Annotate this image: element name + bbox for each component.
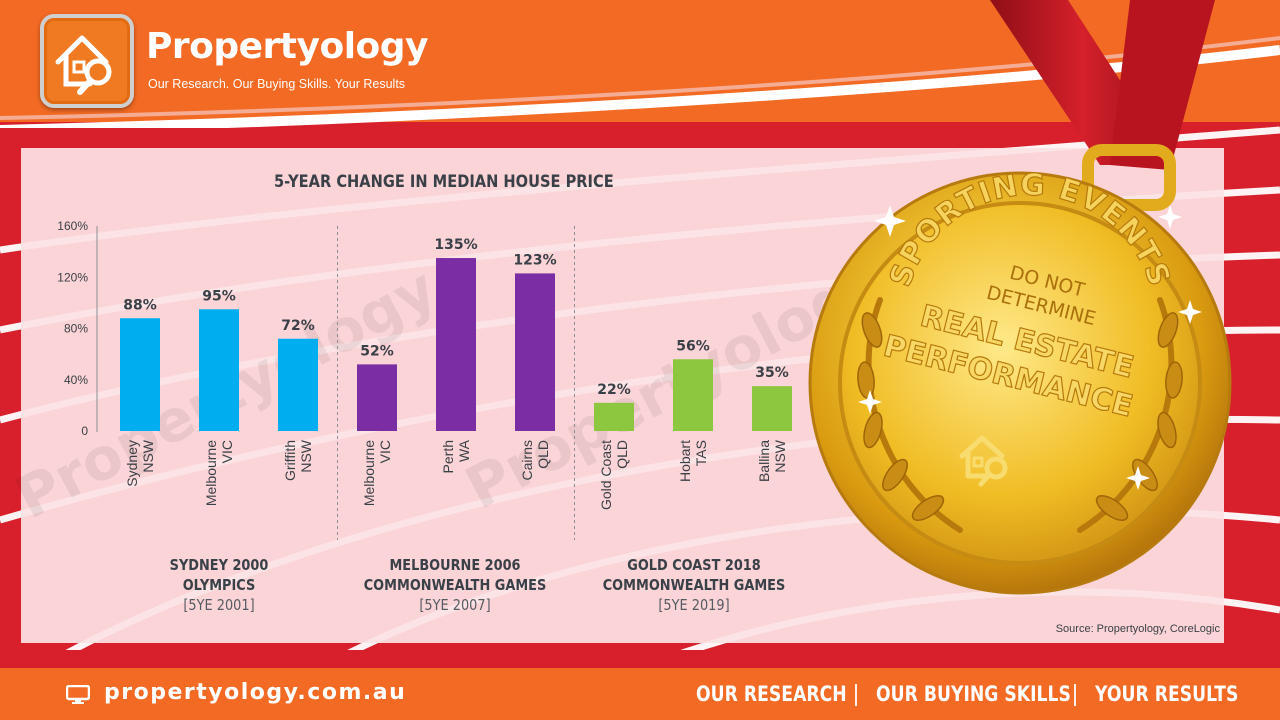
event-name-line2: COMMONWEALTH GAMES xyxy=(602,576,786,594)
brand-name: Propertyology xyxy=(146,26,429,67)
y-tick-label: 0 xyxy=(81,424,88,438)
event-period: [5YE 2001] xyxy=(183,596,255,614)
event-period: [5YE 2007] xyxy=(419,596,491,614)
monitor-icon xyxy=(66,685,90,704)
data-label: 56% xyxy=(676,338,710,354)
medal-face xyxy=(838,201,1202,565)
event-label-melbourne-2006: MELBOURNE 2006 COMMONWEALTH GAMES [5YE 2… xyxy=(335,555,575,615)
category-state-label: TAS xyxy=(693,440,709,466)
bar xyxy=(436,258,476,431)
category-label: Melbourne xyxy=(361,440,377,506)
brand-tagline: Our Research. Our Buying Skills. Your Re… xyxy=(148,77,406,91)
event-label-sydney-2000: SYDNEY 2000 OLYMPICS [5YE 2001] xyxy=(99,555,339,615)
event-label-gold-coast-2018: GOLD COAST 2018 COMMONWEALTH GAMES [5YE … xyxy=(574,555,814,615)
category-label: Cairns xyxy=(519,440,535,480)
chart-title: 5-YEAR CHANGE IN MEDIAN HOUSE PRICE xyxy=(274,172,614,192)
data-label: 123% xyxy=(513,252,556,268)
footer-nav-our-buying-skills[interactable]: OUR BUYING SKILLS xyxy=(876,682,1071,706)
data-label: 135% xyxy=(434,237,477,253)
data-label: 95% xyxy=(202,288,236,304)
bar xyxy=(199,309,239,431)
medal-logo-icon xyxy=(959,435,1008,487)
event-period: [5YE 2019] xyxy=(658,596,730,614)
footer-website-link[interactable]: propertyology.com.au xyxy=(104,680,407,705)
category-label: Gold Coast xyxy=(598,440,614,510)
category-state-label: NSW xyxy=(298,439,314,472)
data-label: 22% xyxy=(597,382,631,398)
footer-divider xyxy=(1074,684,1076,706)
y-tick-label: 40% xyxy=(64,373,88,387)
event-name-line1: MELBOURNE 2006 xyxy=(389,556,521,574)
category-label: Hobart xyxy=(677,440,693,482)
y-tick-label: 160% xyxy=(57,219,88,233)
data-label: 52% xyxy=(360,343,394,359)
category-state-label: VIC xyxy=(219,440,235,463)
house-magnifier-icon xyxy=(55,35,112,95)
data-label: 72% xyxy=(281,318,315,334)
data-label: 35% xyxy=(755,365,789,381)
category-label: Griffith xyxy=(282,440,298,481)
category-label: Perth xyxy=(440,440,456,473)
bar xyxy=(594,402,634,431)
category-state-label: NSW xyxy=(140,439,156,472)
category-label: Sydney xyxy=(124,440,140,487)
category-label: Ballina xyxy=(756,440,772,482)
sparkle xyxy=(858,205,1202,490)
category-state-label: QLD xyxy=(535,440,551,469)
bar xyxy=(752,386,792,431)
propertyology-logo[interactable] xyxy=(40,14,134,108)
footer-nav-our-research[interactable]: OUR RESEARCH xyxy=(696,682,847,706)
category-state-label: WA xyxy=(456,439,472,462)
bar xyxy=(515,273,555,431)
bar xyxy=(357,364,397,431)
event-name-line2: OLYMPICS xyxy=(182,576,256,594)
category-state-label: QLD xyxy=(614,440,630,469)
event-name-line2: COMMONWEALTH GAMES xyxy=(363,576,547,594)
data-label: 88% xyxy=(123,297,157,313)
bar xyxy=(673,359,713,431)
category-state-label: NSW xyxy=(772,439,788,472)
y-tick-label: 120% xyxy=(57,270,88,284)
bar xyxy=(120,318,160,431)
bar xyxy=(278,338,318,431)
footer-nav-your-results[interactable]: YOUR RESULTS xyxy=(1095,682,1239,706)
y-tick-label: 80% xyxy=(64,322,88,336)
footer-divider xyxy=(855,684,857,706)
event-name-line1: GOLD COAST 2018 xyxy=(627,556,761,574)
category-label: Melbourne xyxy=(203,440,219,506)
category-state-label: VIC xyxy=(377,440,393,463)
ribbon xyxy=(1110,0,1215,170)
source-note: Source: Propertyology, CoreLogic xyxy=(1055,623,1220,635)
event-name-line1: SYDNEY 2000 xyxy=(169,556,269,574)
